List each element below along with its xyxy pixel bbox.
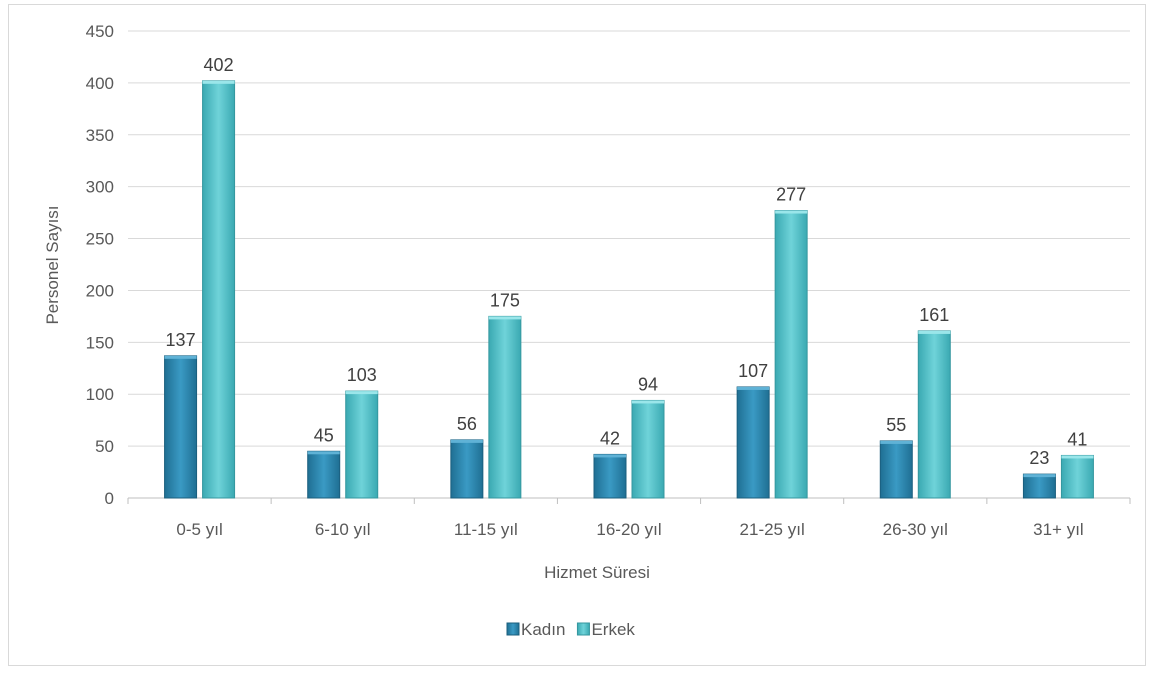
bar-kadın-2 <box>450 439 484 499</box>
data-label: 161 <box>919 305 949 325</box>
bar-top-highlight <box>1023 474 1056 478</box>
bar-erkek-2 <box>488 315 522 499</box>
bar-top-highlight <box>450 439 483 443</box>
data-label: 175 <box>490 290 520 310</box>
data-label: 41 <box>1067 429 1087 449</box>
y-tick-label: 450 <box>86 22 114 41</box>
legend: Kadın Erkek <box>506 620 635 639</box>
data-label: 45 <box>314 425 334 445</box>
x-tick-label: 0-5 yıl <box>176 520 222 539</box>
data-label: 56 <box>457 414 477 434</box>
bar-top-highlight <box>345 391 378 395</box>
x-tick-label: 6-10 yıl <box>315 520 371 539</box>
y-tick-label: 200 <box>86 281 114 300</box>
y-tick-label: 400 <box>86 74 114 93</box>
y-tick-label: 350 <box>86 126 114 145</box>
bars <box>164 80 1094 499</box>
bar-erkek-3 <box>631 399 665 499</box>
data-label: 277 <box>776 185 806 205</box>
x-tick-label: 26-30 yıl <box>883 520 948 539</box>
x-tick-label: 31+ yıl <box>1033 520 1084 539</box>
labels: 0 50 100 150 200 250 300 350 400 450 0-5 yıl 137 402… <box>86 22 1088 539</box>
x-tick-label: 21-25 yıl <box>740 520 805 539</box>
y-axis-title: Personel Sayısı <box>43 205 62 324</box>
x-tick-label: 11-15 yıl <box>454 520 518 539</box>
bar-top-highlight <box>1061 455 1094 459</box>
bar-erkek-5 <box>917 330 951 499</box>
legend-swatch-erkek <box>576 622 590 636</box>
gridlines <box>127 30 1131 504</box>
data-label: 137 <box>166 330 196 350</box>
bar-kadın-6 <box>1022 473 1056 499</box>
legend-swatch-kadın <box>506 622 520 636</box>
y-tick-label: 50 <box>95 437 114 456</box>
bar-kadın-0 <box>164 355 198 499</box>
data-label: 103 <box>347 365 377 385</box>
legend-label-erkek: Erkek <box>591 620 635 639</box>
bar-top-highlight <box>488 316 521 320</box>
y-tick-label: 0 <box>105 489 114 508</box>
data-label: 107 <box>738 361 768 381</box>
legend-label-kadın: Kadın <box>521 620 565 639</box>
data-label: 94 <box>638 374 658 394</box>
bar-top-highlight <box>307 451 340 455</box>
bar-kadın-1 <box>307 450 341 499</box>
chart-frame <box>8 4 1146 666</box>
bar-top-highlight <box>737 386 770 390</box>
bar-erkek-1 <box>345 390 379 499</box>
data-label: 55 <box>886 415 906 435</box>
bar-erkek-6 <box>1060 454 1094 499</box>
bar-erkek-4 <box>774 210 808 499</box>
bar-kadın-3 <box>593 453 627 499</box>
bar-top-highlight <box>632 400 664 404</box>
bar-top-highlight <box>164 355 197 359</box>
y-tick-label: 250 <box>86 230 114 249</box>
bar-kadın-4 <box>736 386 770 499</box>
data-label: 42 <box>600 428 620 448</box>
bar-top-highlight <box>775 210 808 214</box>
bar-top-highlight <box>594 454 626 458</box>
y-tick-label: 100 <box>86 385 114 404</box>
bar-top-highlight <box>880 440 913 444</box>
y-tick-label: 300 <box>86 178 114 197</box>
bar-kadın-5 <box>879 440 913 499</box>
bar-top-highlight <box>202 80 235 84</box>
data-label: 402 <box>204 55 234 75</box>
data-label: 23 <box>1029 448 1049 468</box>
x-axis-title: Hizmet Süresi <box>544 563 650 582</box>
y-tick-label: 150 <box>86 333 114 352</box>
bar-erkek-0 <box>202 80 236 499</box>
x-tick-label: 16-20 yıl <box>596 520 661 539</box>
bar-top-highlight <box>918 330 951 334</box>
